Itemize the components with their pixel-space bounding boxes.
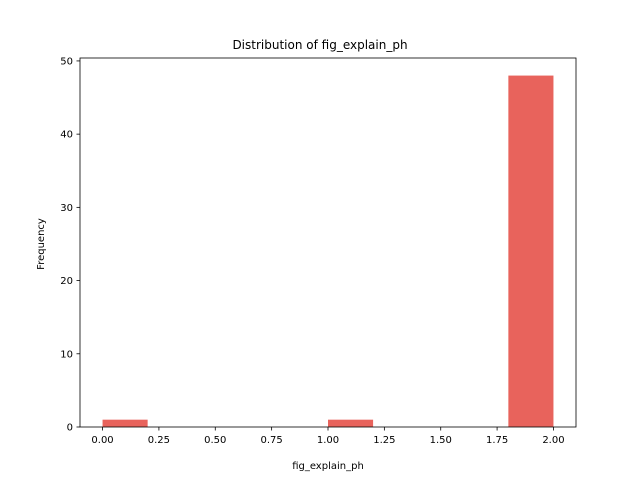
y-tick-label: 50: [60, 56, 73, 67]
x-tick-label: 0.50: [204, 435, 226, 446]
x-axis-ticks: 0.00 0.25 0.50 0.75 1.00 1.25 1.50 1.75 2.00: [91, 427, 565, 446]
bars-layer: [102, 75, 554, 428]
x-axis-label: fig_explain_ph: [292, 461, 364, 472]
x-tick-label: 1.75: [486, 435, 508, 446]
x-tick-label: 1.50: [430, 435, 452, 446]
y-axis-ticks: 0 10 20 30 40 50: [60, 56, 80, 434]
plot-area-frame: [79, 57, 577, 428]
x-tick-label: 0.25: [148, 435, 170, 446]
histogram-bar: [102, 419, 148, 427]
x-tick-label: 1.00: [317, 435, 339, 446]
y-axis-label: Frequency: [36, 218, 47, 270]
x-tick-label: 2.00: [542, 435, 564, 446]
histogram-bar: [508, 75, 554, 428]
x-tick-label: 0.75: [261, 435, 283, 446]
x-tick-label: 1.25: [373, 435, 395, 446]
x-tick-label: 0.00: [91, 435, 113, 446]
y-tick-label: 0: [67, 423, 73, 434]
y-tick-label: 10: [60, 349, 73, 360]
y-tick-label: 40: [60, 130, 73, 141]
histogram-bar: [328, 419, 374, 427]
chart-title: Distribution of fig_explain_ph: [232, 38, 407, 52]
y-tick-label: 30: [60, 203, 73, 214]
y-tick-label: 20: [60, 276, 73, 287]
